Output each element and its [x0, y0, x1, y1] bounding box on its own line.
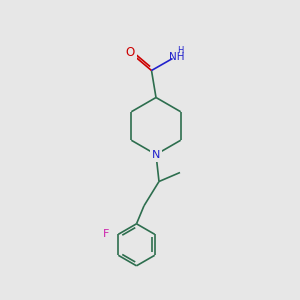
- Text: F: F: [103, 229, 110, 239]
- Text: H: H: [177, 46, 183, 55]
- Text: N: N: [152, 149, 160, 160]
- Text: O: O: [126, 46, 135, 59]
- Text: NH: NH: [169, 52, 185, 62]
